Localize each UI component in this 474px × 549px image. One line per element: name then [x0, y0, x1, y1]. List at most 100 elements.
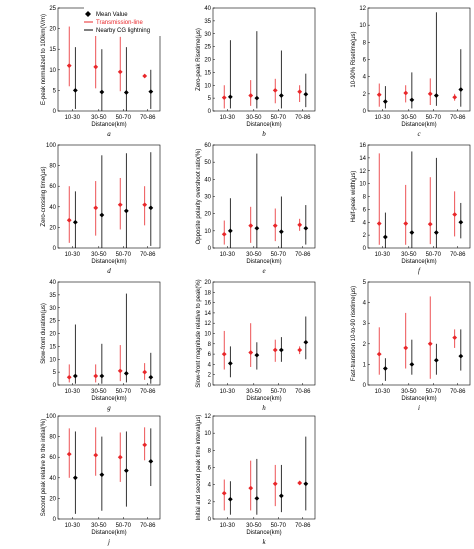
y-tick-label: 25 [49, 6, 56, 12]
lightning-mean-point [382, 366, 388, 371]
x-tick-label: 70-86 [450, 115, 466, 121]
x-tick-label: 70-86 [295, 389, 311, 395]
lightning-mean-point [72, 88, 78, 93]
y-tick-label: 15 [49, 344, 56, 350]
x-tick-label: 30-50 [401, 389, 417, 395]
panel-letter: i [418, 404, 420, 412]
y-tick-label: 10 [204, 431, 211, 437]
x-tick-label: 50-70 [271, 252, 287, 258]
y-tick-label: 18 [204, 290, 211, 296]
x-tick-label: 50-70 [426, 252, 442, 258]
y-tick-label: 2 [208, 373, 212, 379]
y-axis-label: Opposite polarity overshoot ratio(%) [196, 149, 202, 245]
x-tick-label: 30-50 [91, 523, 107, 529]
transmission-mean-point [142, 202, 148, 208]
transmission-mean-point [297, 480, 303, 486]
x-axis-label: Distance(km) [401, 259, 436, 265]
y-tick-label: 5 [363, 280, 367, 286]
transmission-mean-point [93, 452, 99, 458]
panel-letter: a [107, 130, 111, 138]
x-tick-label: 30-50 [401, 115, 417, 121]
y-tick-label: 6 [208, 466, 212, 472]
lightning-mean-point [433, 93, 439, 98]
transmission-mean-point [452, 94, 458, 100]
lightning-mean-point [458, 87, 464, 92]
x-tick-label: 30-50 [91, 252, 107, 258]
y-tick-label: 10 [204, 83, 211, 89]
legend-lightning-label: Nearby CG lightning [96, 28, 150, 34]
lightning-mean-point [227, 228, 233, 234]
x-tick-label: 70-86 [140, 389, 156, 395]
x-tick-label: 10-30 [375, 115, 391, 121]
x-tick-label: 70-86 [140, 523, 156, 529]
x-tick-label: 30-50 [246, 523, 262, 529]
transmission-mean-point [272, 481, 278, 487]
x-tick-label: 50-70 [116, 115, 132, 121]
y-tick-label: 0 [53, 517, 57, 523]
x-axis-label: Distance(km) [246, 259, 281, 265]
lightning-mean-point [227, 496, 233, 502]
lightning-mean-point [409, 230, 415, 235]
y-tick-label: 0 [53, 383, 57, 389]
y-tick-label: 0 [363, 383, 367, 389]
y-tick-label: 60 [49, 455, 56, 461]
transmission-mean-point [403, 221, 409, 226]
y-tick-label: 50 [204, 160, 211, 166]
lightning-mean-point [278, 493, 284, 499]
y-tick-label: 2 [363, 92, 367, 98]
plot-frame [212, 144, 316, 249]
transmission-mean-point [376, 351, 382, 357]
y-axis-label: E-peak normalized to 100km(V/m) [41, 14, 47, 105]
panel-letter: k [262, 538, 266, 546]
y-tick-label: 15 [49, 47, 56, 53]
x-tick-label: 70-86 [450, 389, 466, 395]
x-tick-label: 50-70 [116, 252, 132, 258]
y-tick-label: 5 [53, 370, 57, 376]
y-axis-label: 10-90% Risetime(μs) [351, 31, 357, 87]
transmission-mean-point [376, 92, 382, 98]
panel-k: 0 2 4 6 8 10 12 10-30 30-50 50-70 70-86 Distance(km… [196, 414, 316, 546]
panel-c: 0 2 4 6 8 10 12 10-30 30-50 50-70 70-86 Distance(km… [351, 6, 471, 138]
x-tick-label: 10-30 [65, 252, 81, 258]
transmission-mean-point [297, 222, 303, 228]
transmission-mean-point [427, 91, 433, 97]
y-axis-label: Initial and second peak time interval(μs… [196, 415, 202, 521]
plot-frame [212, 281, 316, 386]
y-tick-label: 5 [208, 96, 212, 102]
panel-letter: d [107, 267, 111, 275]
x-axis-label: Distance(km) [91, 259, 126, 265]
panel-g: 0 5 10 15 20 25 30 35 40 10-30 30-50 50-70 70-86 Dist… [41, 280, 161, 412]
x-tick-label: 50-70 [116, 389, 132, 395]
y-tick-label: 2 [363, 233, 367, 239]
y-axis-label: Second peak relative to the initial(%) [41, 419, 47, 516]
x-axis-label: Distance(km) [246, 122, 281, 128]
transmission-mean-point [93, 373, 99, 379]
x-tick-label: 30-50 [246, 389, 262, 395]
panel-j: 0 20 40 60 80 100 10-30 30-50 50-70 70-86 Distance… [41, 414, 161, 546]
y-tick-label: 40 [204, 177, 211, 183]
y-tick-label: 0 [53, 246, 57, 252]
transmission-mean-point [142, 442, 148, 448]
y-tick-label: 16 [204, 301, 211, 307]
lightning-mean-point [409, 97, 415, 103]
x-tick-label: 10-30 [65, 523, 81, 529]
lightning-mean-point [123, 90, 129, 95]
lightning-mean-point [458, 353, 464, 359]
panel-letter: j [107, 538, 110, 546]
x-axis-label: Distance(km) [246, 396, 281, 402]
y-axis-label: Zero-crossing time(μs) [41, 166, 47, 226]
x-tick-label: 10-30 [65, 115, 81, 121]
lightning-mean-point [99, 89, 105, 95]
transmission-mean-point [248, 223, 254, 229]
panel-letter: g [107, 404, 111, 412]
transmission-mean-point [427, 341, 433, 347]
lightning-mean-point [303, 225, 309, 231]
y-tick-label: 10 [359, 23, 366, 29]
x-tick-label: 50-70 [271, 389, 287, 395]
x-tick-label: 50-70 [426, 115, 442, 121]
transmission-mean-point [248, 485, 254, 491]
lightning-mean-point [123, 371, 129, 376]
y-tick-label: 4 [363, 301, 367, 307]
x-axis-label: Distance(km) [246, 530, 281, 536]
x-tick-label: 50-70 [271, 523, 287, 529]
